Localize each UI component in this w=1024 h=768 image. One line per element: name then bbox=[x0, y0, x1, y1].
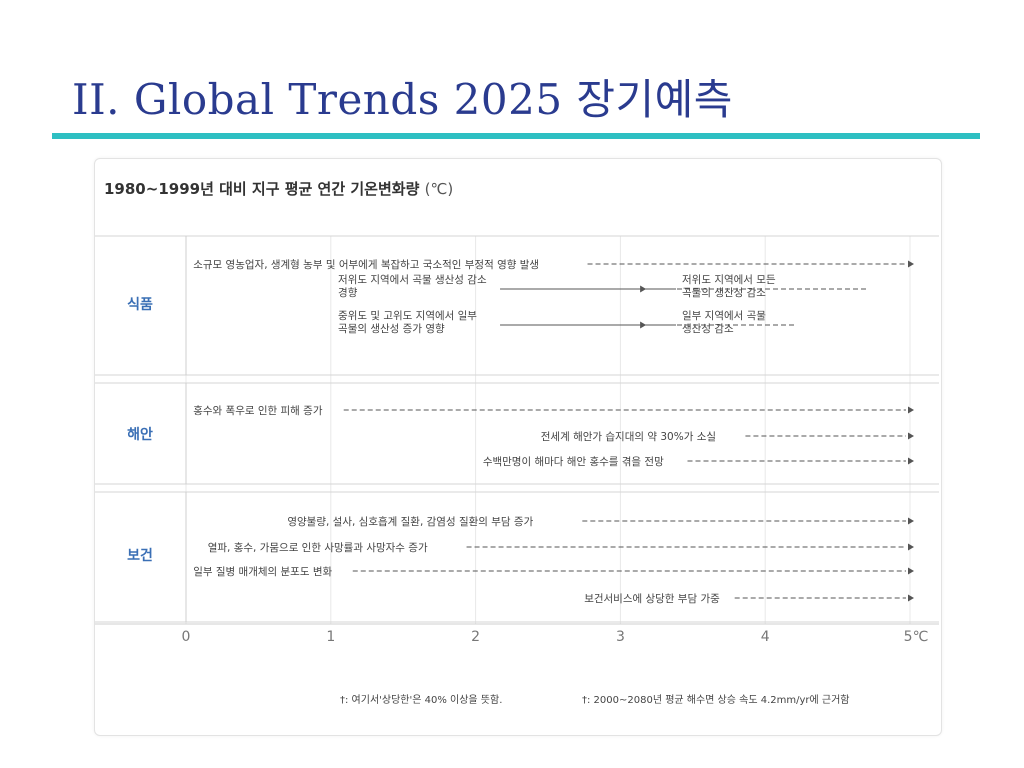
diagram-panel bbox=[94, 158, 942, 736]
impact-label: 중위도 및 고위도 지역에서 일부 곡물의 생산성 증가 영향 bbox=[338, 309, 477, 335]
impact-arrow bbox=[908, 594, 914, 602]
impact-label: 일부 질병 매개체의 분포도 변화 bbox=[193, 565, 332, 578]
x-tick-label: 5℃ bbox=[904, 629, 929, 645]
impact-arrow bbox=[908, 432, 914, 440]
impact-end-label: 저위도 지역에서 모든 곡물의 생산성 감소 bbox=[682, 273, 776, 299]
section-label: 식품 bbox=[127, 297, 153, 313]
x-tick-label: 2 bbox=[471, 629, 480, 645]
impact-arrow bbox=[908, 543, 914, 551]
chart-title-text: 1980~1999년 대비 지구 평균 연간 기온변화량 bbox=[104, 180, 420, 198]
impact-arrow bbox=[640, 285, 647, 293]
impact-arrow bbox=[908, 260, 914, 268]
title-underline bbox=[52, 133, 980, 139]
impact-label: 저위도 지역에서 곡물 생산성 감소 경향 bbox=[338, 273, 487, 299]
impact-label: 홍수와 폭우로 인한 피해 증가 bbox=[193, 404, 323, 417]
impact-label: 열파, 홍수, 가뭄으로 인한 사망률과 사망자수 증가 bbox=[208, 541, 428, 554]
section-label: 보건 bbox=[127, 547, 153, 564]
impact-label: 보건서비스에 상당한 부담 가중 bbox=[584, 593, 720, 605]
chart-title: 1980~1999년 대비 지구 평균 연간 기온변화량 (℃) bbox=[104, 178, 453, 199]
x-tick-label: 4 bbox=[761, 629, 770, 645]
impact-arrow bbox=[908, 457, 914, 465]
section-label: 해안 bbox=[127, 426, 153, 443]
impact-label: 전세계 해안가 습지대의 약 30%가 소실 bbox=[541, 430, 716, 443]
x-tick-label: 0 bbox=[182, 629, 191, 645]
impact-label: 영양불량, 설사, 심호흡계 질환, 감염성 질환의 부담 증가 bbox=[287, 515, 533, 528]
footnote-1: †: 여기서'상당한'은 40% 이상을 뜻함. bbox=[340, 695, 503, 706]
impact-arrow bbox=[908, 567, 914, 575]
x-tick-label: 1 bbox=[326, 629, 335, 645]
impact-arrow bbox=[640, 321, 647, 329]
impact-label: 수백만명이 해마다 해안 홍수를 겪을 전망 bbox=[483, 455, 664, 468]
impact-end-label: 일부 지역에서 곡물 생산성 감소 bbox=[682, 309, 766, 335]
impact-label: 소규모 영농업자, 생계형 농부 및 어부에게 복잡하고 국소적인 부정적 영향… bbox=[193, 258, 539, 271]
impact-arrow bbox=[908, 517, 914, 525]
impact-arrow bbox=[908, 406, 914, 414]
footnote-2: †: 2000~2080년 평균 해수면 상승 속도 4.2mm/yr에 근거함 bbox=[582, 695, 850, 706]
x-tick-label: 3 bbox=[616, 629, 625, 645]
chart-title-unit: (℃) bbox=[424, 180, 454, 198]
slide-title: II. Global Trends 2025 장기예측 bbox=[72, 75, 733, 124]
